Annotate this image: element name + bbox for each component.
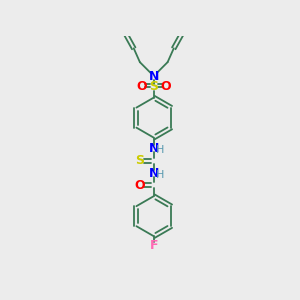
Text: N: N bbox=[148, 167, 159, 180]
Text: N: N bbox=[148, 70, 159, 83]
Text: O: O bbox=[135, 179, 145, 192]
Text: H: H bbox=[156, 169, 164, 180]
Text: O: O bbox=[136, 80, 147, 93]
Text: N: N bbox=[148, 142, 159, 155]
Text: H: H bbox=[156, 145, 164, 155]
Text: F: F bbox=[149, 239, 158, 252]
Text: O: O bbox=[161, 80, 171, 93]
Text: S: S bbox=[135, 154, 144, 167]
Text: S: S bbox=[149, 80, 158, 93]
